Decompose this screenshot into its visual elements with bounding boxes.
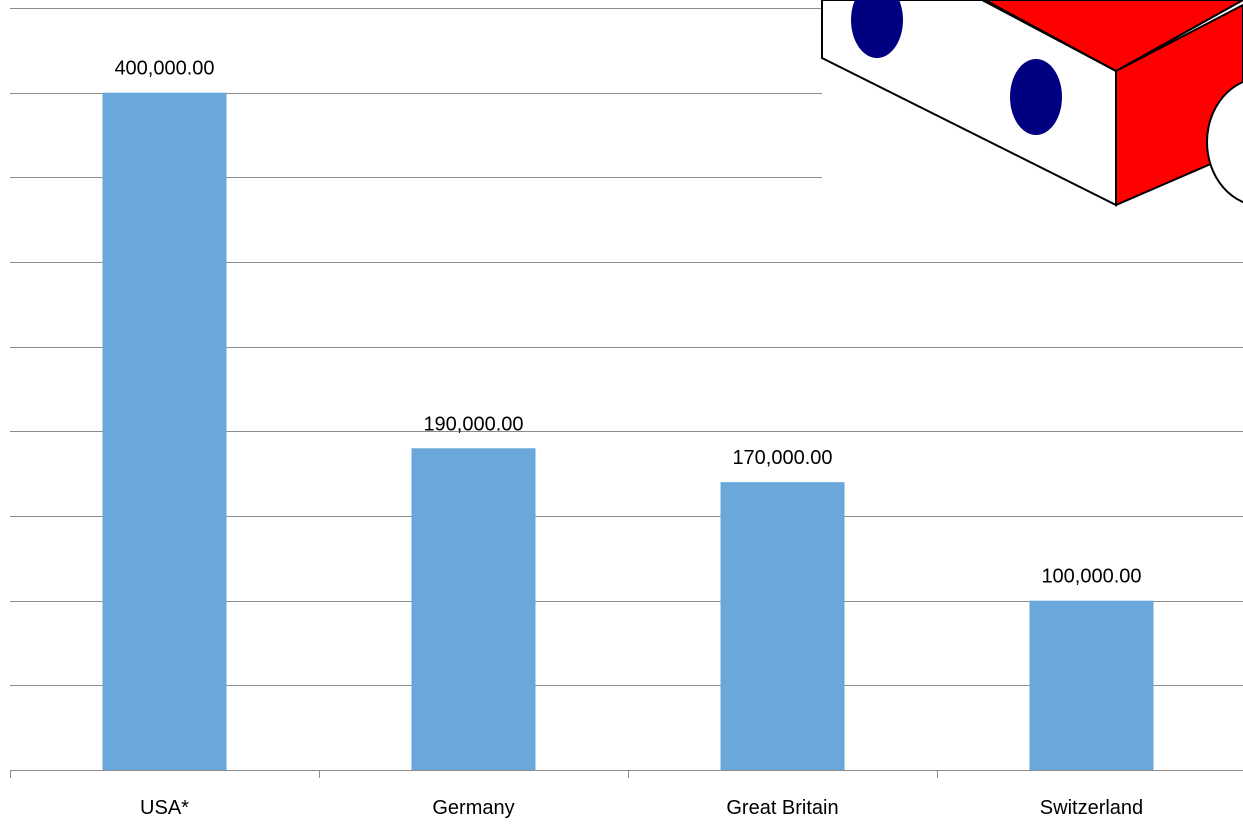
bar-value-label: 170,000.00: [732, 447, 832, 469]
category-label: Switzerland: [1040, 797, 1143, 819]
category-label: USA*: [140, 797, 189, 819]
category-label: Great Britain: [726, 797, 838, 819]
bar-value-label: 400,000.00: [114, 58, 214, 80]
bars: [102, 92, 1154, 770]
bar-value-label: 100,000.00: [1041, 566, 1141, 588]
toy-block-wheel: [1206, 80, 1243, 204]
bar-usa: [102, 92, 227, 770]
bar-germany: [411, 448, 536, 770]
toy-block-car-icon: [821, 0, 1243, 210]
labels: 400,000.00 USA* 190,000.00 Germany 170,000.0…: [114, 58, 1143, 819]
category-label: Germany: [432, 797, 514, 819]
bar-switzerland: [1029, 600, 1154, 770]
bar-value-label: 190,000.00: [423, 413, 523, 435]
toy-block-dot: [851, 0, 903, 58]
toy-block-dot: [1010, 59, 1062, 135]
toy-block-edge: [984, 0, 1117, 72]
bar-great-britain: [720, 482, 845, 770]
